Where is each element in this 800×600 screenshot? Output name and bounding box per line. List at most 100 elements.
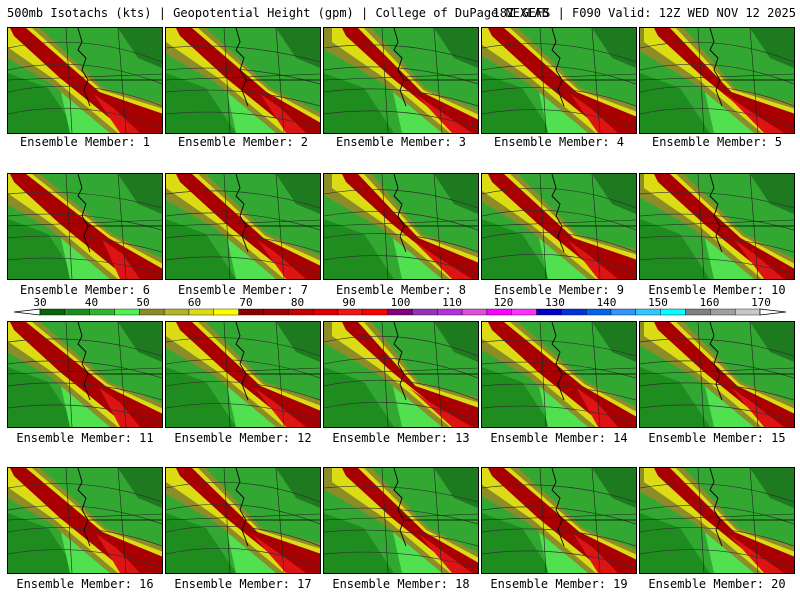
height-contour: [8, 213, 162, 231]
jet-core: [342, 468, 478, 573]
ensemble-panel: [7, 173, 163, 280]
longitude-line: [117, 468, 127, 573]
isotach-map: [482, 28, 636, 133]
longitude-line: [433, 322, 443, 427]
height-contour: [8, 63, 162, 85]
latitude-line: [166, 219, 320, 227]
longitude-line: [117, 174, 127, 279]
height-contour: [482, 253, 636, 275]
coastline: [551, 174, 565, 253]
wind-field: [8, 219, 78, 279]
color-legend-tick-label: 80: [290, 296, 305, 309]
coastline: [551, 468, 565, 547]
latitude-line: [640, 219, 794, 227]
color-legend-bar: [13, 308, 787, 316]
height-contour: [8, 360, 162, 379]
isotach-map: [640, 322, 794, 427]
isotach-map: [640, 174, 794, 279]
jet-core: [176, 174, 320, 279]
color-legend-tick-label: 90: [342, 296, 356, 309]
height-contour: [166, 403, 320, 423]
ensemble-member-label: Ensemble Member: 10: [648, 283, 786, 297]
isotach-map: [324, 322, 478, 427]
coastline: [235, 468, 249, 547]
color-legend-swatch: [586, 308, 612, 316]
height-contour: [482, 528, 636, 547]
longitude-line: [65, 28, 73, 133]
height-contour: [640, 483, 794, 503]
wind-field: [324, 513, 394, 573]
jet-core: [342, 174, 478, 279]
coastline: [393, 322, 407, 401]
jet-core: [654, 174, 794, 279]
longitude-line: [539, 174, 547, 279]
coastline: [235, 322, 249, 401]
wind-field: [640, 219, 710, 279]
color-legend-swatch: [39, 308, 66, 316]
longitude-line: [697, 322, 705, 427]
height-contour: [166, 481, 320, 503]
height-contour: [482, 550, 636, 569]
longitude-line: [433, 468, 443, 573]
longitude-line: [223, 322, 231, 427]
color-legend-swatch: [213, 308, 239, 316]
color-legend-swatch: [511, 308, 537, 316]
height-contour: [640, 338, 794, 357]
color-legend-tick-label: 40: [84, 296, 99, 309]
wind-field: [592, 322, 636, 362]
latitude-line: [324, 367, 478, 375]
latitude-line: [482, 513, 636, 521]
height-contour: [166, 359, 320, 379]
color-legend-swatch: [685, 308, 711, 316]
color-legend-swatch: [635, 308, 661, 316]
wind-field: [276, 28, 320, 68]
height-contour: [8, 404, 162, 423]
latitude-line: [8, 219, 162, 227]
color-legend-min-arrow: [13, 308, 41, 316]
color-legend-swatch: [437, 308, 463, 316]
longitude-line: [433, 174, 443, 279]
height-contour: [324, 44, 478, 63]
height-contour: [166, 503, 320, 525]
color-legend-swatch: [734, 308, 761, 316]
color-legend-swatch: [163, 308, 190, 316]
jet-max: [251, 534, 306, 573]
longitude-line: [697, 468, 705, 573]
wind-field: [166, 513, 236, 573]
ensemble-panel: [7, 27, 163, 134]
ensemble-panel: [639, 173, 795, 280]
ensemble-member-label: Ensemble Member: 20: [648, 577, 786, 591]
longitude-line: [697, 28, 705, 133]
height-contour: [640, 107, 794, 129]
jet-core: [488, 174, 636, 279]
height-contour: [482, 484, 636, 503]
color-legend-tick-label: 160: [699, 296, 720, 309]
height-contour: [324, 233, 478, 253]
color-legend-swatch: [362, 308, 388, 316]
longitude-line: [591, 322, 601, 427]
wind-field: [482, 73, 552, 133]
color-legend-swatch: [139, 308, 165, 316]
ensemble-panel: [639, 467, 795, 574]
ensemble-panel: [7, 467, 163, 574]
ensemble-member-label: Ensemble Member: 15: [648, 431, 786, 445]
coastline: [393, 468, 407, 547]
coastline: [709, 322, 723, 401]
height-contour: [166, 67, 320, 85]
wind-field: [166, 367, 236, 427]
jet-max: [254, 388, 306, 427]
height-contour: [482, 209, 636, 231]
coastline: [551, 322, 565, 401]
latitude-line: [8, 513, 162, 521]
jet-max: [570, 94, 618, 133]
color-legend-swatch: [486, 308, 512, 316]
height-contour: [166, 190, 320, 209]
isotach-map: [8, 28, 162, 133]
color-legend-swatch: [536, 308, 562, 316]
height-contour: [640, 382, 794, 401]
isotach-map: [8, 468, 162, 573]
coastline: [709, 174, 723, 253]
latitude-line: [166, 73, 320, 81]
ensemble-member-label: Ensemble Member: 4: [493, 135, 625, 149]
height-contour: [8, 505, 162, 525]
